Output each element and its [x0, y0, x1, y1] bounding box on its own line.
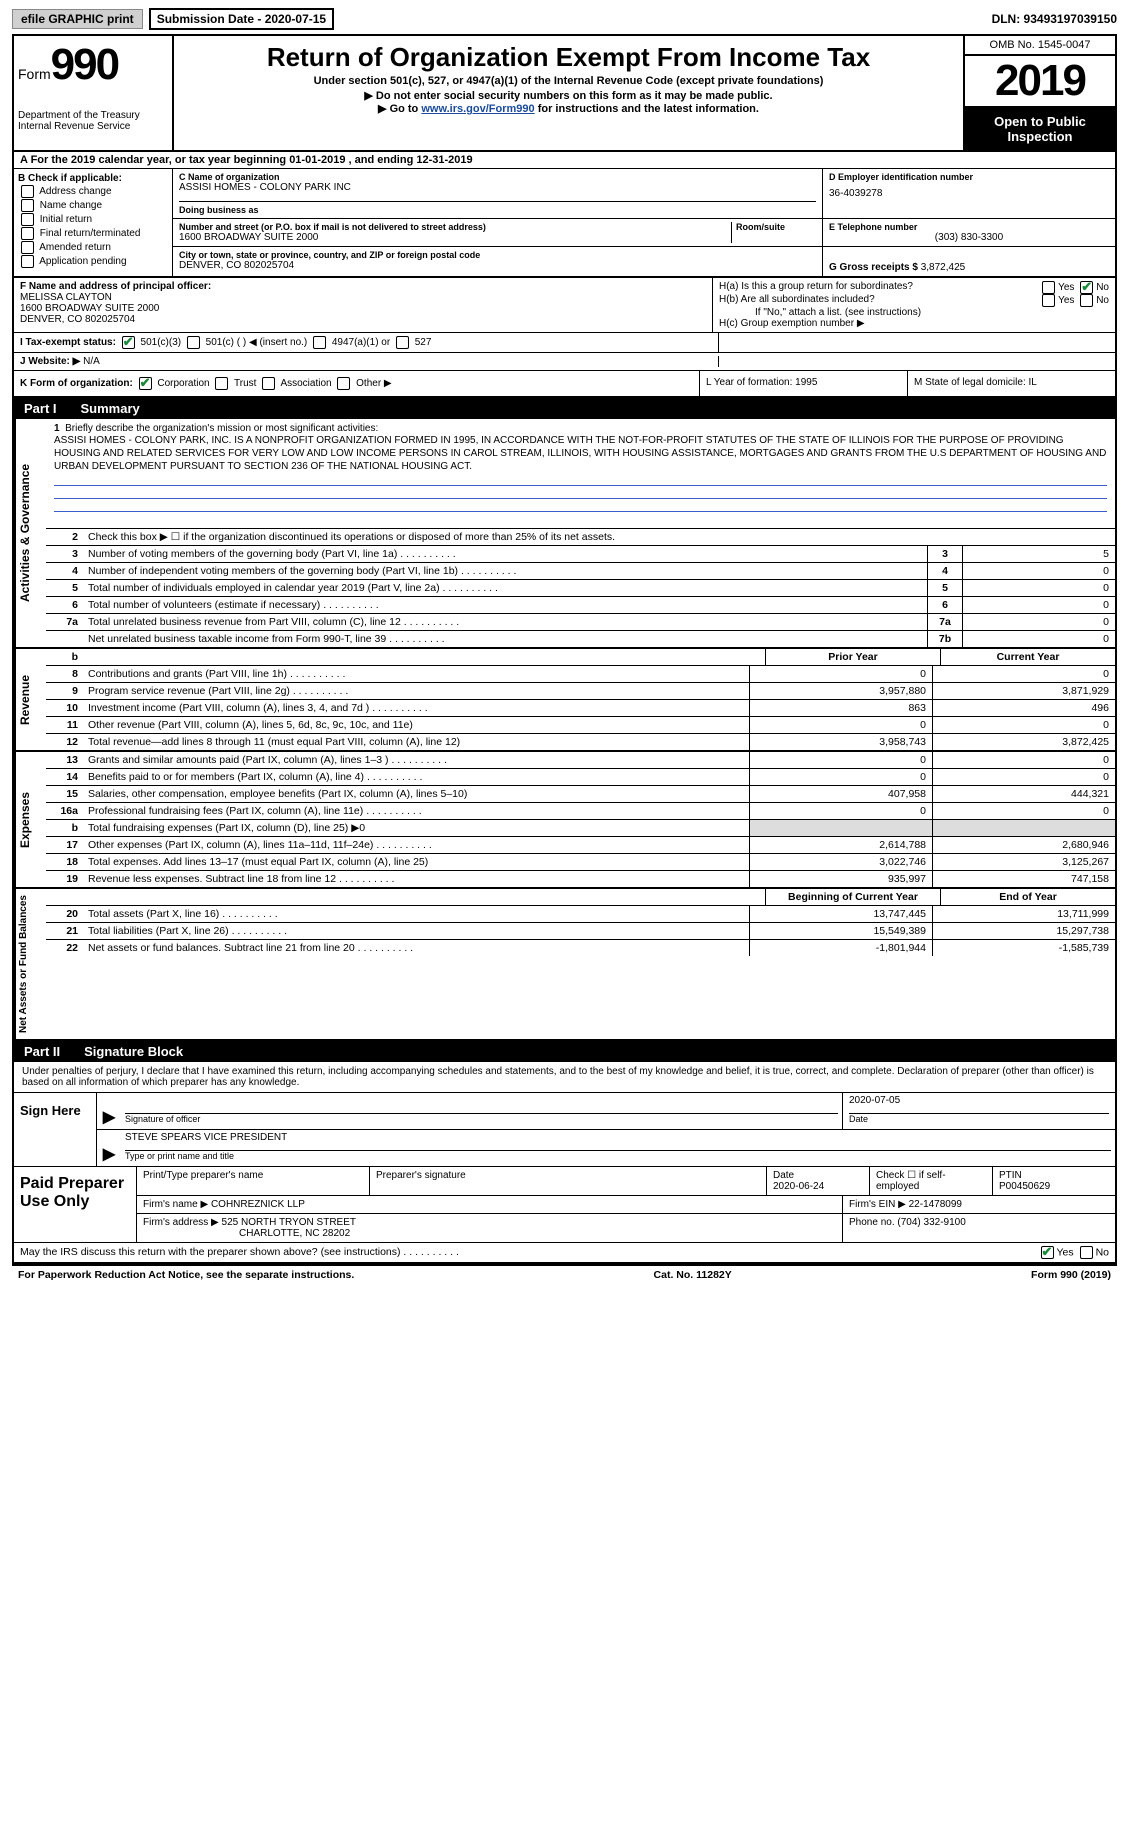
cb-hb-no[interactable] — [1080, 294, 1093, 307]
side-label-net-assets: Net Assets or Fund Balances — [14, 889, 46, 1039]
cb-irs-no[interactable] — [1080, 1246, 1093, 1259]
cb-hb-yes[interactable] — [1042, 294, 1055, 307]
block-c-address: Number and street (or P.O. box if mail i… — [173, 219, 823, 247]
line-13: 13Grants and similar amounts paid (Part … — [46, 752, 1115, 769]
side-label-expenses: Expenses — [14, 752, 46, 887]
sig-date-label: Date — [849, 1114, 1109, 1124]
officer-name-title: STEVE SPEARS VICE PRESIDENT — [125, 1132, 1111, 1151]
type-name-label: Type or print name and title — [125, 1151, 1111, 1161]
line-7b: Net unrelated business taxable income fr… — [46, 631, 1115, 647]
block-e-phone: E Telephone number (303) 830-3300 — [823, 219, 1115, 247]
line-3: 3Number of voting members of the governi… — [46, 546, 1115, 563]
line-17: 17Other expenses (Part IX, column (A), l… — [46, 837, 1115, 854]
sign-here-label: Sign Here — [14, 1093, 97, 1166]
line-16a: 16aProfessional fundraising fees (Part I… — [46, 803, 1115, 820]
column-b-checkboxes: B Check if applicable: Address change Na… — [14, 169, 173, 276]
line-2: 2 Check this box ▶ ☐ if the organization… — [46, 529, 1115, 546]
line-7a: 7aTotal unrelated business revenue from … — [46, 614, 1115, 631]
topbar: efile GRAPHIC print Submission Date - 20… — [12, 8, 1117, 30]
cb-other[interactable] — [337, 377, 350, 390]
cb-ha-yes[interactable] — [1042, 281, 1055, 294]
note-ssn: ▶ Do not enter social security numbers o… — [182, 89, 955, 102]
net-header: Beginning of Current Year End of Year — [46, 889, 1115, 906]
part1-header: Part I Summary — [12, 398, 1117, 419]
line-12: 12Total revenue—add lines 8 through 11 (… — [46, 734, 1115, 750]
cb-trust[interactable] — [215, 377, 228, 390]
row-k-form-org: K Form of organization: Corporation Trus… — [14, 371, 700, 396]
line-19: 19Revenue less expenses. Subtract line 1… — [46, 871, 1115, 887]
form-label: Form — [18, 66, 51, 82]
cb-527[interactable] — [396, 336, 409, 349]
cb-4947[interactable] — [313, 336, 326, 349]
arrow-icon: ▶ — [97, 1093, 121, 1129]
block-c-city: City or town, state or province, country… — [173, 247, 823, 276]
prep-firm-addr-row: Firm's address ▶ 525 NORTH TRYON STREETC… — [137, 1214, 1115, 1242]
may-irs-discuss: May the IRS discuss this return with the… — [14, 1242, 1115, 1262]
row-i-tax-status: I Tax-exempt status: 501(c)(3) 501(c) ( … — [14, 333, 719, 352]
line-22: 22Net assets or fund balances. Subtract … — [46, 940, 1115, 956]
row-a-tax-year: A For the 2019 calendar year, or tax yea… — [12, 152, 1117, 169]
paid-preparer-label: Paid Preparer Use Only — [14, 1167, 137, 1242]
sig-date: 2020-07-05 — [849, 1095, 1109, 1114]
part2-header: Part II Signature Block — [12, 1041, 1117, 1062]
side-label-governance: Activities & Governance — [14, 419, 46, 647]
omb-number: OMB No. 1545-0047 — [965, 36, 1115, 56]
page-footer: For Paperwork Reduction Act Notice, see … — [12, 1264, 1117, 1284]
cb-irs-yes[interactable] — [1041, 1246, 1054, 1259]
sig-officer-label: Signature of officer — [125, 1114, 838, 1124]
line-8: 8Contributions and grants (Part VIII, li… — [46, 666, 1115, 683]
cb-501c3[interactable] — [122, 336, 135, 349]
prep-header-row: Print/Type preparer's name Preparer's si… — [137, 1167, 1115, 1196]
arrow-icon: ▶ — [97, 1130, 121, 1166]
line-5: 5Total number of individuals employed in… — [46, 580, 1115, 597]
cb-name-change[interactable]: Name change — [18, 199, 168, 212]
cb-initial-return[interactable]: Initial return — [18, 213, 168, 226]
row-m-state: M State of legal domicile: IL — [908, 371, 1115, 396]
prep-firm-name-row: Firm's name ▶ COHNREZNICK LLP Firm's EIN… — [137, 1196, 1115, 1214]
submission-date: Submission Date - 2020-07-15 — [149, 8, 334, 30]
line-11: 11Other revenue (Part VIII, column (A), … — [46, 717, 1115, 734]
line-4: 4Number of independent voting members of… — [46, 563, 1115, 580]
line-18: 18Total expenses. Add lines 13–17 (must … — [46, 854, 1115, 871]
efile-graphic-print[interactable]: efile GRAPHIC print — [12, 9, 143, 29]
dln: DLN: 93493197039150 — [992, 12, 1117, 26]
open-to-public: Open to Public Inspection — [965, 108, 1115, 150]
form-header: Form990 Department of the Treasury Inter… — [12, 34, 1117, 152]
revenue-header: b Prior Year Current Year — [46, 649, 1115, 666]
line-14: 14Benefits paid to or for members (Part … — [46, 769, 1115, 786]
row-j-website: J Website: ▶ N/A — [20, 356, 719, 367]
line-21: 21Total liabilities (Part X, line 26)15,… — [46, 923, 1115, 940]
line-6: 6Total number of volunteers (estimate if… — [46, 597, 1115, 614]
cb-amended-return[interactable]: Amended return — [18, 241, 168, 254]
irs-link[interactable]: www.irs.gov/Form990 — [421, 103, 534, 115]
note-goto: ▶ Go to www.irs.gov/Form990 for instruct… — [182, 102, 955, 115]
block-c-org-name: C Name of organization ASSISI HOMES - CO… — [173, 169, 823, 219]
side-label-revenue: Revenue — [14, 649, 46, 750]
cb-final-return[interactable]: Final return/terminated — [18, 227, 168, 240]
line-16b: bTotal fundraising expenses (Part IX, co… — [46, 820, 1115, 837]
cb-application-pending[interactable]: Application pending — [18, 255, 168, 268]
row-l-year: L Year of formation: 1995 — [700, 371, 908, 396]
line-15: 15Salaries, other compensation, employee… — [46, 786, 1115, 803]
cb-association[interactable] — [262, 377, 275, 390]
form-title: Return of Organization Exempt From Incom… — [182, 42, 955, 73]
line-10: 10Investment income (Part VIII, column (… — [46, 700, 1115, 717]
line-20: 20Total assets (Part X, line 16)13,747,4… — [46, 906, 1115, 923]
cb-ha-no[interactable] — [1080, 281, 1093, 294]
block-f-officer: F Name and address of principal officer:… — [14, 278, 713, 332]
cb-address-change[interactable]: Address change — [18, 185, 168, 198]
block-d-ein: D Employer identification number 36-4039… — [823, 169, 1115, 219]
block-h: H(a) Is this a group return for subordin… — [713, 278, 1115, 332]
cb-501c[interactable] — [187, 336, 200, 349]
dept-label: Department of the Treasury Internal Reve… — [18, 110, 168, 132]
form-subtitle: Under section 501(c), 527, or 4947(a)(1)… — [182, 75, 955, 87]
cb-corporation[interactable] — [139, 377, 152, 390]
perjury-statement: Under penalties of perjury, I declare th… — [14, 1062, 1115, 1093]
block-g-gross-receipts: G Gross receipts $ 3,872,425 — [823, 247, 1115, 276]
mission-block: 1 Briefly describe the organization's mi… — [46, 419, 1115, 529]
tax-year: 2019 — [965, 56, 1115, 108]
form-number: 990 — [51, 40, 118, 89]
line-9: 9Program service revenue (Part VIII, lin… — [46, 683, 1115, 700]
